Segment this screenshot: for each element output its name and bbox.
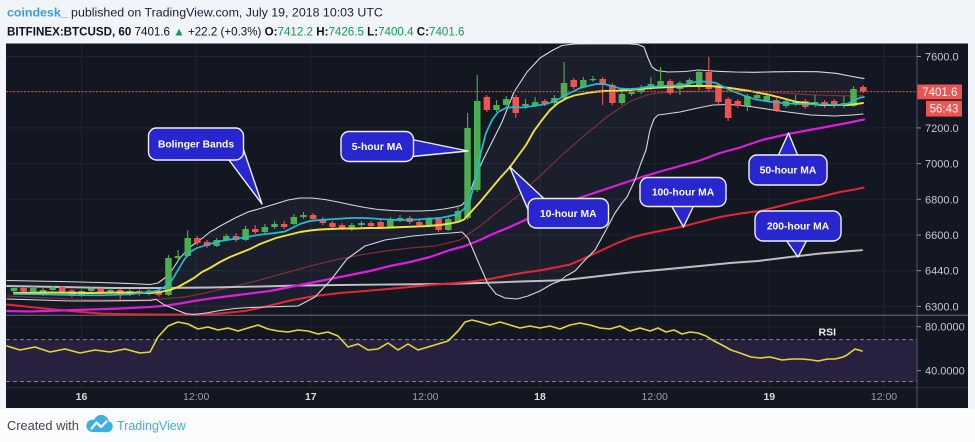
svg-text:12:00: 12:00 <box>412 391 438 403</box>
svg-text:12:00: 12:00 <box>183 391 209 403</box>
svg-text:12:00: 12:00 <box>642 391 668 403</box>
svg-text:17: 17 <box>305 391 317 403</box>
svg-text:Created with: Created with <box>7 418 79 433</box>
svg-text:200-hour MA: 200-hour MA <box>767 222 830 233</box>
svg-text:100-hour MA: 100-hour MA <box>652 188 715 199</box>
svg-text:coindesk_ published on Trading: coindesk_ published on TradingView.com, … <box>7 6 383 20</box>
svg-text:50-hour MA: 50-hour MA <box>760 166 817 177</box>
svg-text:18: 18 <box>534 391 546 403</box>
svg-text:80.0000: 80.0000 <box>925 322 965 334</box>
svg-text:7200.0: 7200.0 <box>925 123 959 135</box>
svg-text:TradingView: TradingView <box>117 419 187 433</box>
svg-text:7000.0: 7000.0 <box>925 159 959 171</box>
svg-text:6800.0: 6800.0 <box>925 194 959 206</box>
svg-text:40.0000: 40.0000 <box>925 366 965 378</box>
svg-text:5-hour MA: 5-hour MA <box>352 142 403 153</box>
svg-text:12:00: 12:00 <box>871 391 897 403</box>
svg-text:7401.6: 7401.6 <box>922 87 957 99</box>
svg-text:7600.0: 7600.0 <box>925 52 959 64</box>
svg-text:56:43: 56:43 <box>930 103 959 115</box>
svg-text:10-hour MA: 10-hour MA <box>540 209 597 220</box>
svg-text:19: 19 <box>763 391 775 403</box>
svg-text:BITFINEX:BTCUSD, 60 7401.6 ▲ +: BITFINEX:BTCUSD, 60 7401.6 ▲ +22.2 (+0.3… <box>7 26 464 39</box>
svg-text:6600.0: 6600.0 <box>925 230 959 242</box>
svg-text:RSI: RSI <box>818 327 836 339</box>
svg-text:Bolinger Bands: Bolinger Bands <box>158 140 234 151</box>
svg-text:6440.0: 6440.0 <box>925 266 959 278</box>
svg-text:6300.0: 6300.0 <box>925 301 959 313</box>
svg-text:16: 16 <box>76 391 88 403</box>
